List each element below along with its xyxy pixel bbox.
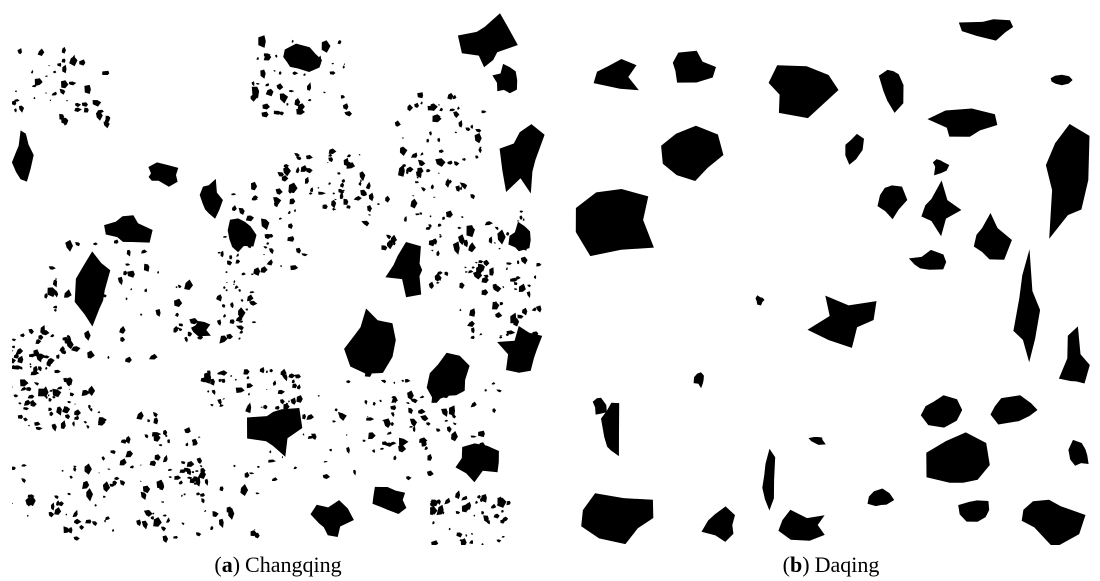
region bbox=[9, 358, 11, 360]
region bbox=[104, 520, 106, 522]
region bbox=[84, 85, 91, 94]
region bbox=[524, 232, 528, 239]
caption-open: ( bbox=[783, 552, 790, 577]
caption-open: ( bbox=[214, 552, 221, 577]
caption-b: (b)Daqing bbox=[783, 552, 880, 577]
page: (a)Changqing (b)Daqing (() => { const da… bbox=[0, 0, 1100, 581]
caption-a: (a)Changqing bbox=[214, 552, 341, 577]
caption-name: Changqing bbox=[245, 552, 342, 577]
caption-close: ) bbox=[233, 552, 240, 577]
caption-label: b bbox=[790, 552, 802, 577]
region bbox=[38, 389, 45, 397]
caption-name: Daqing bbox=[815, 552, 880, 577]
region bbox=[204, 372, 211, 384]
figure: (a)Changqing (b)Daqing bbox=[0, 0, 1100, 581]
region bbox=[195, 470, 198, 472]
caption-close: ) bbox=[802, 552, 809, 577]
caption-label: a bbox=[222, 552, 233, 577]
